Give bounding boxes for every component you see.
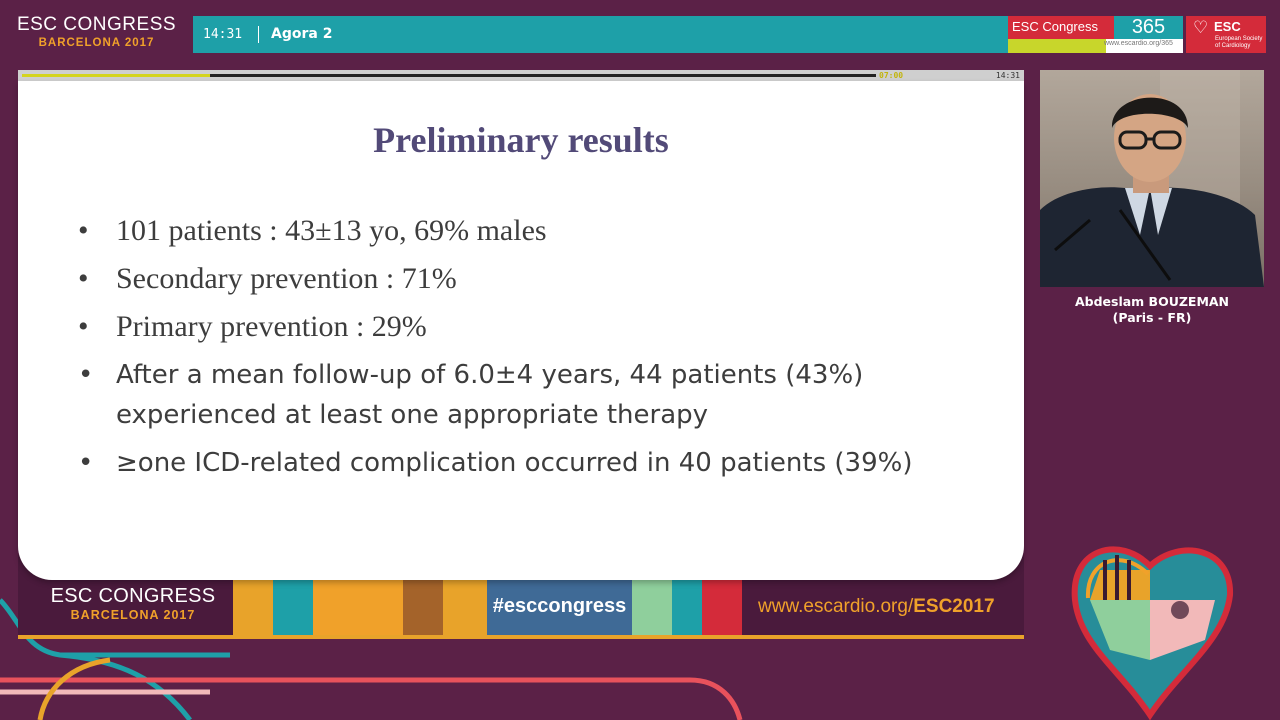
bullet-text: 101 patients : 43±13 yo, 69% males — [116, 214, 547, 247]
bullet-icon: • — [78, 214, 89, 247]
hashtag-box — [487, 579, 632, 635]
congress-place: BARCELONA 2017 — [38, 37, 155, 49]
slide-title: Preliminary results — [373, 120, 669, 160]
speaker-affiliation: (Paris - FR) — [1112, 310, 1192, 325]
banner-logo: ESC CONGRESS BARCELONA 2017 — [38, 585, 228, 623]
banner-website: www.escardio.org/ESC2017 — [758, 596, 995, 618]
bullet-text: Primary prevention : 29% — [116, 310, 427, 343]
banner-congress-place: BARCELONA 2017 — [70, 608, 196, 622]
bullet-text: After a mean follow-up of 6.0±4 years, 4… — [116, 360, 864, 430]
presentation-timeline: 07:00 14:31 — [18, 70, 1024, 81]
speaker-silhouette-icon — [1040, 70, 1264, 287]
speaker-name: Abdeslam BOUZEMAN — [1074, 294, 1230, 309]
bullet-icon: • — [78, 448, 94, 478]
congress365-label: ESC Congress — [1008, 16, 1114, 39]
banner-hashtag: #esccongress — [492, 595, 627, 617]
bullet-item: • ≥one ICD-related complication occurred … — [78, 443, 978, 483]
session-room: Agora 2 — [271, 26, 333, 42]
session-bar: 14:31 Agora 2 — [193, 16, 1008, 53]
bullet-item: • After a mean follow-up of 6.0±4 years, … — [78, 355, 978, 435]
esc-logo-title: ESC — [1214, 19, 1241, 34]
congress-logo: ESC CONGRESS BARCELONA 2017 — [14, 14, 179, 50]
timeline-current: 14:31 — [995, 71, 1020, 80]
speaker-caption: Abdeslam BOUZEMAN (Paris - FR) — [1040, 294, 1264, 326]
bullet-text: ≥one ICD-related complication occurred i… — [116, 448, 913, 478]
congress365-logo: ESC Congress 365 www.escardio.org/365 — [1008, 16, 1183, 53]
banner-website-suffix: ESC2017 — [913, 596, 995, 617]
timeline-elapsed: 07:00 — [879, 71, 904, 80]
bullet-item: • Secondary prevention : 71% — [78, 255, 978, 303]
bullet-item: • Primary prevention : 29% — [78, 303, 978, 351]
presentation-slide: Preliminary results • 101 patients : 43±1… — [18, 81, 1024, 580]
bullet-icon: • — [78, 360, 94, 390]
slide-bullet-list: • 101 patients : 43±13 yo, 69% males • Sec… — [78, 207, 978, 483]
heart-icon: ♡ — [1193, 18, 1209, 38]
congress365-url: www.escardio.org/365 — [1104, 40, 1173, 47]
bullet-icon: • — [78, 262, 89, 295]
esc-logo: ♡ ESC European Society of Cardiology — [1186, 16, 1266, 53]
session-divider — [258, 26, 259, 43]
congress365-number: 365 — [1114, 16, 1183, 39]
congress-name: ESC CONGRESS — [16, 14, 177, 35]
bullet-item: • 101 patients : 43±13 yo, 69% males — [78, 207, 978, 255]
banner-congress-name: ESC CONGRESS — [50, 585, 216, 607]
banner-gold-line — [18, 635, 1024, 639]
bullet-icon: • — [78, 310, 89, 343]
session-time: 14:31 — [203, 27, 243, 42]
timeline-progress — [22, 74, 210, 77]
congress365-bar — [1008, 39, 1106, 53]
bullet-text: Secondary prevention : 71% — [116, 262, 457, 295]
banner-website-prefix: www.escardio.org/ — [758, 596, 914, 617]
timeline-track — [22, 74, 876, 77]
esc-logo-subtitle: European Society of Cardiology — [1215, 36, 1263, 49]
speaker-video — [1040, 70, 1264, 287]
